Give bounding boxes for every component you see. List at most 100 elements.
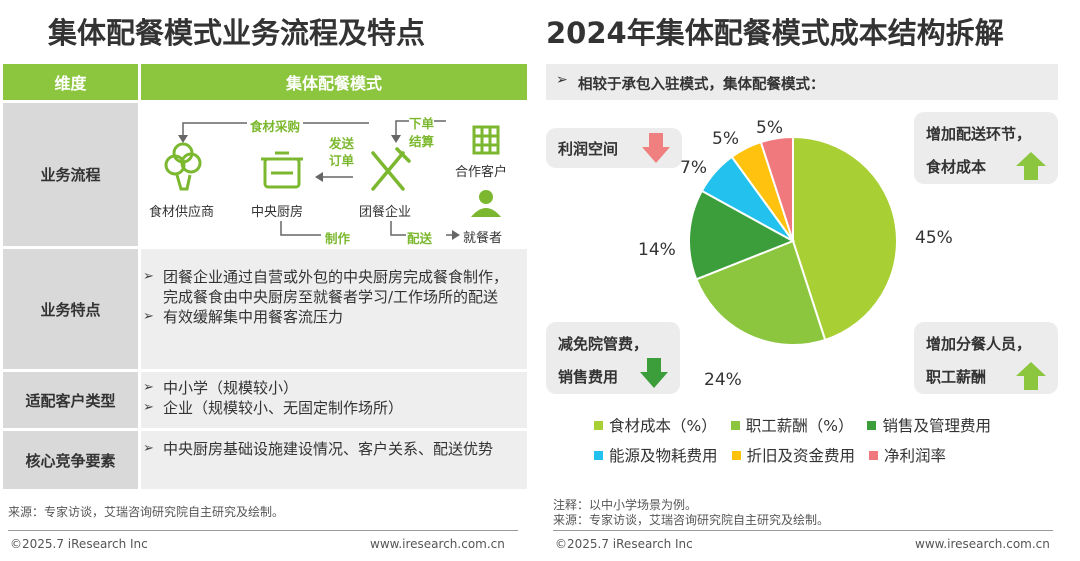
- legend-item-1: 职工薪酬（%）: [730, 414, 854, 436]
- callout-profit: 利润空间: [546, 128, 682, 168]
- legend-item-3: 能源及物耗费用: [594, 444, 718, 466]
- subtitle-chevron-icon: ➢: [556, 72, 568, 88]
- label-procurement: 食材采购: [247, 116, 304, 135]
- feature-bullet-2-text: 有效缓解集中用餐客流压力: [163, 308, 344, 326]
- pie-slice-5: [759, 135, 794, 242]
- right-title: 2024年集体配餐模式成本结构拆解: [546, 16, 1004, 50]
- callout-bottom-right-line1: 增加分餐人员，: [926, 335, 1032, 353]
- legend-item-4: 折旧及资金费用: [731, 444, 856, 466]
- label-deliver: 配送: [407, 231, 433, 246]
- chevron-right-icon: ➢: [143, 309, 154, 324]
- row-label-process-text: 业务流程: [40, 166, 101, 184]
- legend-swatch-3: [594, 450, 603, 460]
- row-label-process: 业务流程: [3, 103, 138, 246]
- row-label-competition-text: 核心竞争要素: [25, 451, 116, 470]
- left-source: 来源：专家访谈，艾瑞咨询研究院自主研究及绘制。: [8, 505, 285, 519]
- label-supplier: 食材供应商: [149, 205, 215, 220]
- arrow-up-icon: [1016, 362, 1046, 390]
- legend-label-5: 净利润率: [884, 447, 947, 465]
- pie-value-label-4: 5%: [712, 129, 739, 149]
- arrow-up-icon: [1016, 152, 1046, 180]
- label-make: 制作: [325, 231, 351, 246]
- table-header-mode: 集体配餐模式: [141, 64, 527, 100]
- deliver-line: [390, 221, 406, 236]
- client-bullet-1-text: 中小学（规模较小）: [163, 379, 299, 397]
- label-client: 合作客户: [455, 165, 508, 180]
- competition-bullet-1-text: 中央厨房基础设施建设情况、客户关系、配送优势: [163, 440, 494, 458]
- pie-chart: [688, 135, 898, 346]
- pie-value-label-1: 24%: [704, 370, 742, 390]
- feature-bullet-2: ➢ 有效缓解集中用餐客流压力: [141, 307, 515, 327]
- right-copyright: ©2025.7 iResearch Inc: [555, 537, 693, 551]
- competition-bullet-1: ➢ 中央厨房基础设施建设情况、客户关系、配送优势: [141, 439, 515, 459]
- row-label-features: 业务特点: [3, 249, 138, 369]
- chevron-right-icon: ➢: [143, 269, 154, 284]
- label-order-1: 发送: [329, 136, 355, 151]
- legend-label-4: 折旧及资金费用: [746, 447, 856, 465]
- client-bullet-1: ➢ 中小学（规模较小）: [141, 378, 515, 398]
- row-body-process: 食材采购 发送 订单 下单 结算 食材供应商 中央厨房 团餐企业 合作客户 就餐…: [141, 103, 527, 246]
- right-footer-divider: [553, 530, 1053, 531]
- right-website: www.iresearch.com.cn: [915, 537, 1050, 551]
- legend-item-5: 净利润率: [869, 444, 946, 466]
- right-source: 来源：专家访谈，艾瑞咨询研究院自主研究及绘制。: [553, 513, 830, 527]
- label-diner: 就餐者: [463, 231, 503, 246]
- left-title: 集体配餐模式业务流程及特点: [48, 16, 426, 50]
- pie-value-label-2: 14%: [638, 240, 676, 260]
- row-label-features-text: 业务特点: [40, 300, 101, 319]
- label-kitchen: 中央厨房: [251, 205, 304, 220]
- place-order-arrowhead: [391, 135, 401, 143]
- legend-item-0: 食材成本（%）: [594, 414, 717, 436]
- left-website: www.iresearch.com.cn: [370, 537, 505, 551]
- table-header-mode-label: 集体配餐模式: [285, 74, 382, 93]
- label-order-2: 订单: [329, 153, 355, 168]
- feature-bullet-1-text: 团餐企业通过自营或外包的中央厨房完成餐食制作，完成餐食由中央厨房至就餐者学习/工…: [163, 268, 509, 306]
- legend-item-2: 销售及管理费用: [867, 414, 991, 436]
- client-bullet-2-text: 企业（规模较小、无固定制作场所）: [163, 399, 404, 417]
- right-note: 注释：以中小学场景为例。: [553, 498, 698, 512]
- pie-slice-2: [688, 189, 796, 281]
- row-label-clients-text: 适配客户类型: [25, 391, 116, 410]
- table-header-dimension-label: 维度: [54, 74, 87, 93]
- legend-label-2: 销售及管理费用: [882, 417, 991, 435]
- label-place-1: 下单: [409, 113, 435, 132]
- subtitle-bar: ➢ 相较于承包入驻模式，集体配餐模式：: [546, 64, 1058, 100]
- legend-swatch-0: [594, 420, 603, 430]
- legend-label-3: 能源及物耗费用: [609, 447, 718, 465]
- arrow-down-icon: [642, 133, 670, 163]
- arrow-down-icon: [640, 358, 668, 388]
- legend-swatch-5: [869, 450, 879, 460]
- feature-bullet-1: ➢ 团餐企业通过自营或外包的中央厨房完成餐食制作，完成餐食由中央厨房至就餐者学习/…: [141, 267, 515, 307]
- pie-value-label-5: 5%: [756, 118, 783, 138]
- chevron-right-icon: ➢: [143, 380, 154, 395]
- left-footer-divider: [8, 530, 518, 531]
- callout-bottom-left-line2: 销售费用: [558, 368, 619, 386]
- row-body-features: ➢ 团餐企业通过自营或外包的中央厨房完成餐食制作，完成餐食由中央厨房至就餐者学习/…: [141, 249, 527, 369]
- label-place-2: 结算: [409, 134, 435, 149]
- label-enterprise: 团餐企业: [359, 205, 412, 220]
- callout-profit-text: 利润空间: [558, 140, 619, 158]
- building-icon: [472, 125, 500, 155]
- fork-knife-icon: [371, 147, 411, 191]
- legend-swatch-2: [867, 420, 877, 430]
- row-body-competition: ➢ 中央厨房基础设施建设情况、客户关系、配送优势: [141, 431, 527, 489]
- legend-label-0: 食材成本（%）: [609, 417, 717, 435]
- pie-value-label-3: 7%: [680, 158, 707, 178]
- row-label-clients: 适配客户类型: [3, 372, 138, 428]
- legend-label-1: 职工薪酬（%）: [745, 417, 854, 435]
- procurement-arrowhead: [178, 135, 188, 143]
- chevron-right-icon: ➢: [143, 441, 154, 456]
- ingredients-icon: [164, 142, 202, 191]
- subtitle-text: 相较于承包入驻模式，集体配餐模式：: [578, 77, 825, 93]
- callout-bottom-left: 减免院管费， 销售费用: [546, 322, 680, 394]
- table-header-dimension: 维度: [3, 64, 138, 100]
- callout-top-right-line2: 食材成本: [926, 158, 987, 176]
- legend-swatch-1: [730, 420, 740, 430]
- process-flow-diagram: [164, 120, 501, 240]
- make-line: [280, 221, 321, 236]
- callout-bottom-left-line1: 减免院管费，: [558, 335, 649, 353]
- row-label-competition: 核心竞争要素: [3, 431, 138, 489]
- kitchen-icon: [261, 151, 303, 189]
- deliver-arrowhead: [452, 230, 460, 240]
- row-body-clients: ➢ 中小学（规模较小） ➢ 企业（规模较小、无固定制作场所）: [141, 372, 527, 428]
